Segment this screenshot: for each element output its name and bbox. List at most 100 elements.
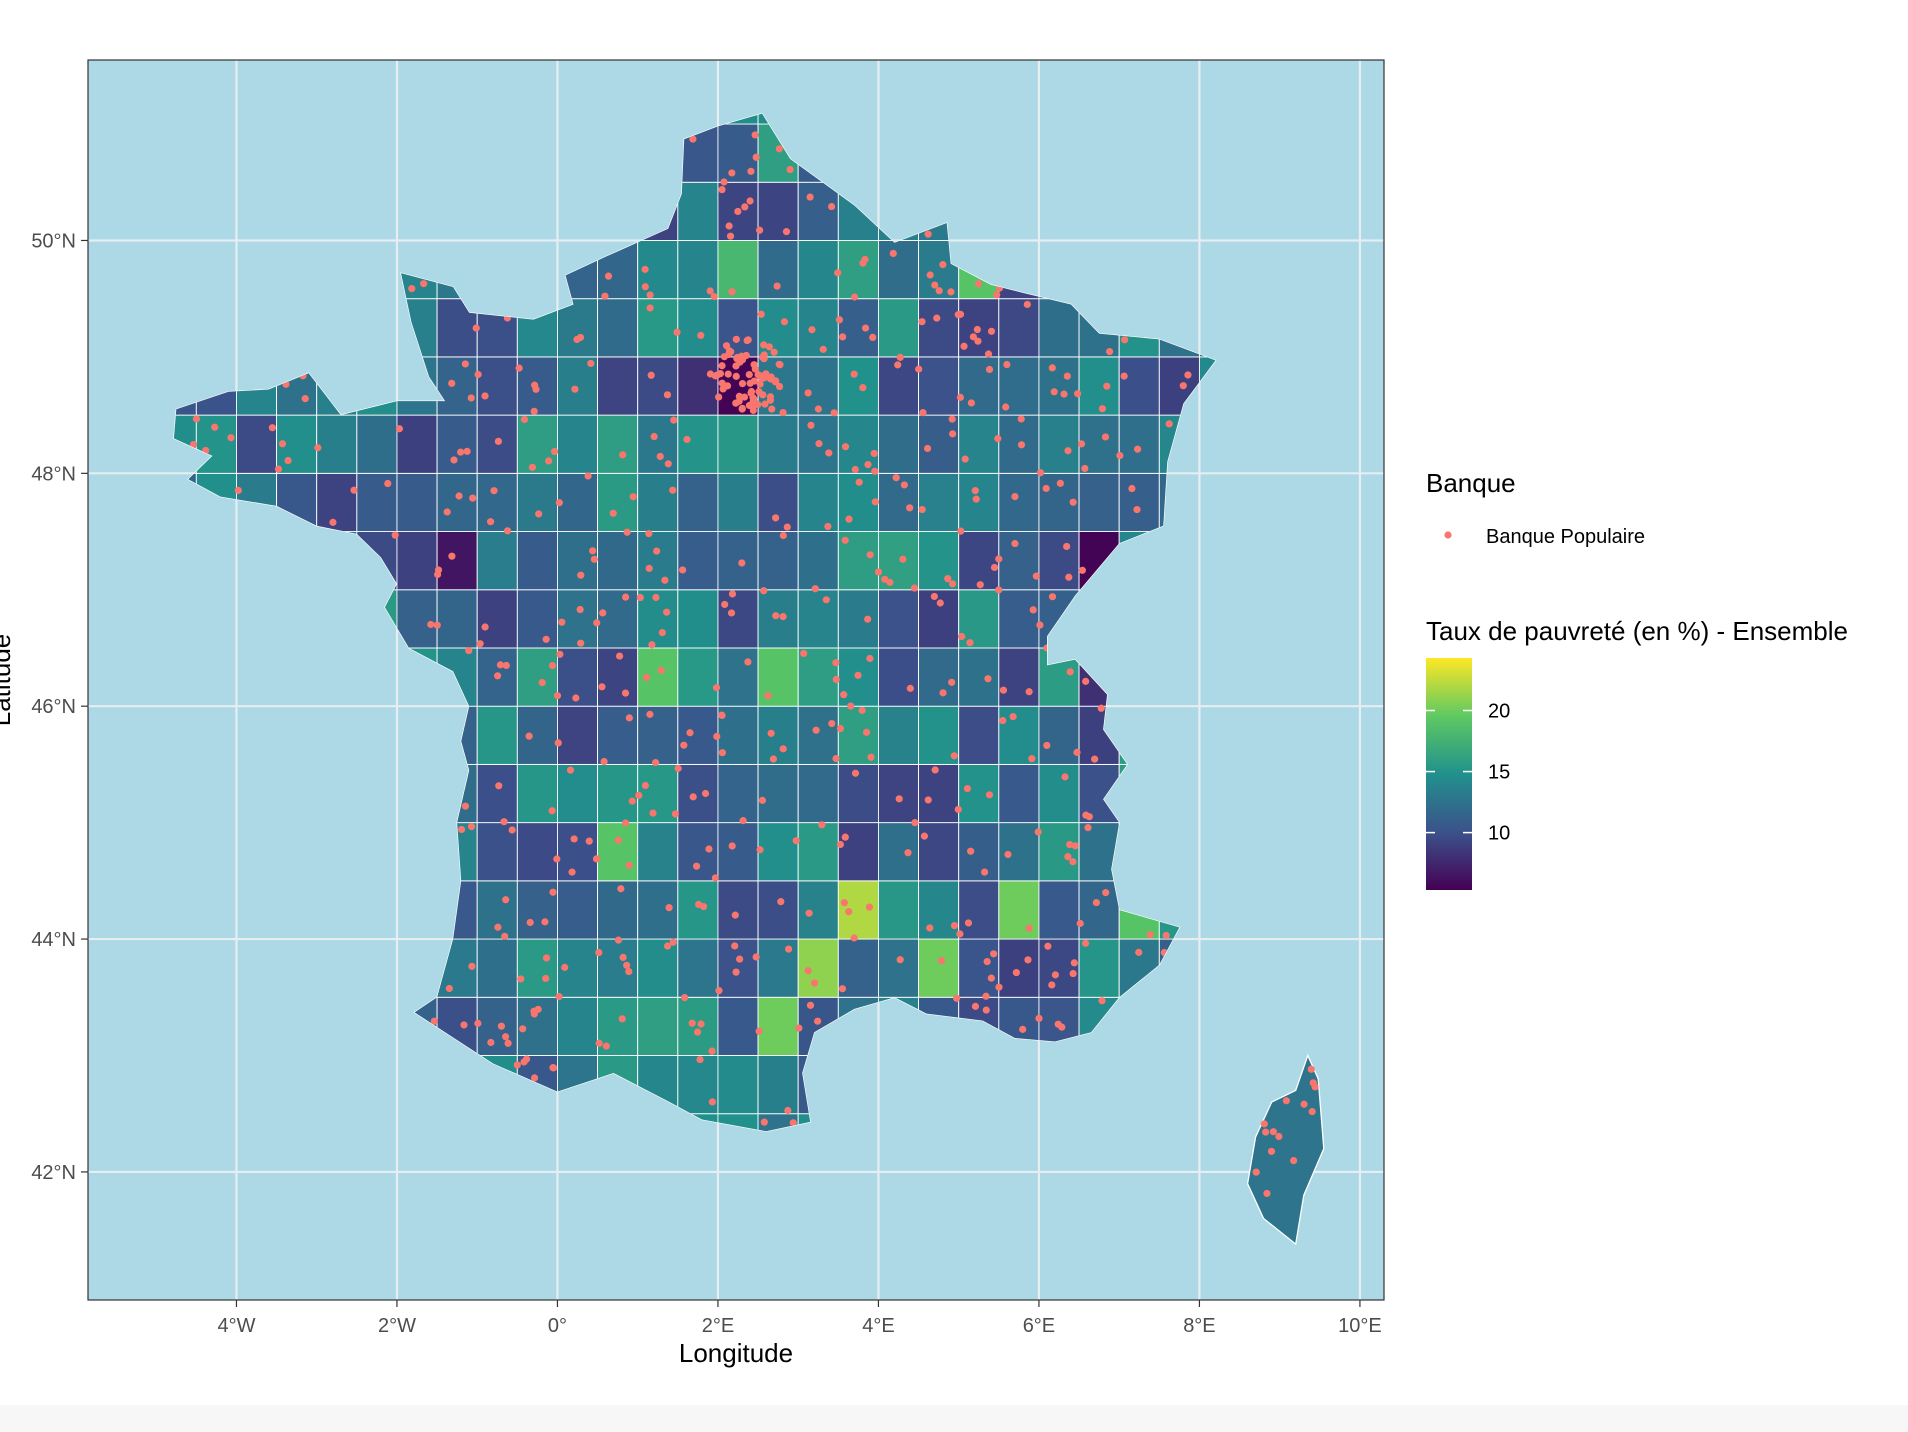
bank-point <box>1044 942 1052 950</box>
bank-point <box>708 1047 716 1055</box>
bank-point <box>944 575 952 583</box>
bank-point <box>501 932 509 940</box>
departement <box>476 472 518 532</box>
bank-point <box>866 654 874 663</box>
bank-point <box>595 948 603 957</box>
bank-point <box>274 465 283 473</box>
bank-point <box>653 547 661 555</box>
bank-point <box>673 328 681 336</box>
departement <box>998 472 1040 532</box>
bank-point <box>732 335 740 343</box>
bank-point <box>595 1039 603 1047</box>
bank-point <box>621 819 630 827</box>
bank-point <box>840 691 848 699</box>
bank-point <box>727 609 736 617</box>
bank-point <box>828 719 836 728</box>
bank-point <box>845 515 853 523</box>
bank-point <box>1098 405 1107 413</box>
bank-point <box>1262 1128 1270 1136</box>
bank-point <box>800 649 808 658</box>
bank-point <box>680 741 688 749</box>
bank-point <box>671 810 680 818</box>
bank-point <box>474 1019 482 1027</box>
bank-point <box>735 397 743 405</box>
bank-point <box>770 348 778 356</box>
bank-point <box>641 283 649 291</box>
bank-point <box>500 818 508 826</box>
bank-point <box>1105 347 1114 356</box>
bank-point <box>641 781 650 790</box>
bank-point <box>718 362 726 370</box>
bank-point <box>1275 1132 1283 1141</box>
bank-point <box>476 640 484 648</box>
bank-point <box>950 921 959 930</box>
bank-point <box>783 523 791 531</box>
bank-point <box>741 203 749 211</box>
bank-point <box>825 449 833 457</box>
bank-point <box>1036 621 1044 629</box>
departement <box>717 763 759 824</box>
bank-point <box>1307 1065 1315 1073</box>
bank-point <box>866 551 874 559</box>
bank-point <box>804 967 812 975</box>
bank-point <box>772 514 780 522</box>
bank-point <box>892 474 900 482</box>
departement <box>918 356 960 416</box>
bank-point <box>508 826 516 834</box>
departement <box>717 1055 759 1115</box>
bank-point <box>652 593 660 602</box>
bank-point <box>1011 539 1019 548</box>
bank-point <box>625 967 633 976</box>
bank-point <box>836 724 845 733</box>
bank-point <box>534 1005 542 1013</box>
departement <box>436 356 478 416</box>
bank-point <box>755 388 763 396</box>
bank-point <box>494 923 502 931</box>
departement <box>918 589 960 649</box>
bank-point <box>495 782 503 790</box>
bank-point <box>689 793 697 801</box>
bank-point <box>1269 1128 1277 1136</box>
bank-point <box>983 957 991 966</box>
bank-point <box>571 385 579 393</box>
bank-point <box>522 1055 531 1063</box>
bank-point <box>701 789 710 798</box>
bank-point <box>1128 484 1136 493</box>
bank-point <box>1060 390 1068 398</box>
bank-point <box>896 353 904 361</box>
bank-point <box>775 145 783 153</box>
bank-point <box>460 1021 468 1029</box>
bank-point <box>728 288 736 296</box>
bank-point <box>838 985 847 993</box>
bank-point <box>976 581 984 589</box>
bank-point <box>765 343 773 351</box>
bank-point <box>542 974 550 983</box>
bank-point <box>864 615 872 623</box>
departement <box>677 472 719 532</box>
departement <box>597 589 639 649</box>
bank-point <box>1009 712 1017 721</box>
bank-point <box>455 492 463 500</box>
bank-point <box>990 950 998 958</box>
bank-point <box>859 384 867 392</box>
bank-point <box>974 337 982 345</box>
departement <box>637 472 679 532</box>
bank-point <box>720 178 728 186</box>
departement <box>877 822 920 882</box>
bank-point <box>1101 433 1110 441</box>
departement <box>877 472 920 532</box>
departement <box>757 181 799 241</box>
departement <box>998 880 1040 940</box>
bank-point <box>806 193 814 201</box>
departement <box>998 647 1040 707</box>
departement <box>797 880 839 940</box>
bank-point <box>686 729 694 737</box>
bank-point <box>1065 573 1073 581</box>
bank-point <box>840 899 848 907</box>
bank-point <box>1048 593 1057 601</box>
departement <box>516 822 558 882</box>
bank-point <box>841 536 849 544</box>
bank-point <box>948 678 956 686</box>
bank-point <box>211 423 219 431</box>
bank-point <box>448 379 456 387</box>
